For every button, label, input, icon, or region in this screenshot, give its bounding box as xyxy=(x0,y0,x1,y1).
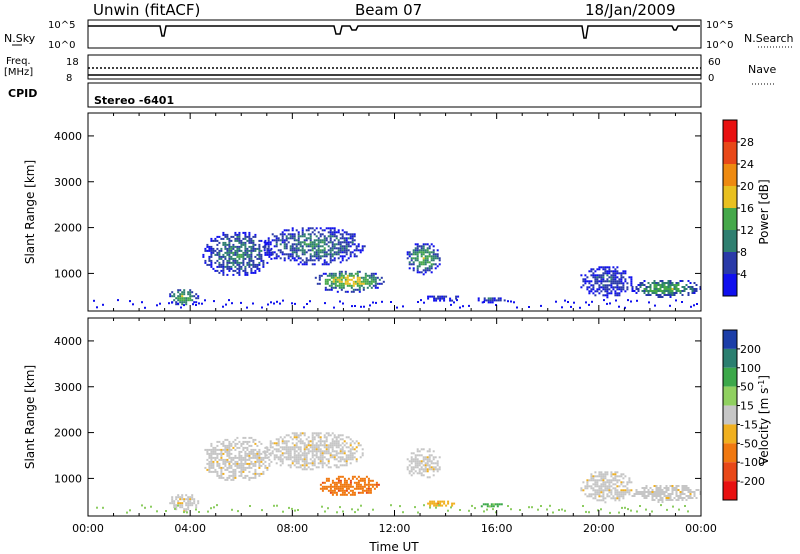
scatter-region xyxy=(580,471,633,504)
colorbar-tick: 16 xyxy=(740,202,754,215)
beam-label: Beam 07 xyxy=(355,1,422,19)
colorbar-tick: 8 xyxy=(740,246,747,259)
scatter-region xyxy=(319,475,380,496)
cpid-value: Stereo -6401 xyxy=(94,94,174,107)
colorbar-tick: 28 xyxy=(740,136,754,149)
scatter-region xyxy=(427,295,460,302)
y-tick-label: 4000 xyxy=(54,130,82,143)
colorbar-swatch xyxy=(723,481,737,500)
colorbar-tick: -15 xyxy=(740,418,758,431)
scatter-region xyxy=(480,503,503,508)
nave-tick-top: 60 xyxy=(708,57,721,68)
power-panel: 1000 2000 3000 4000 Slant Range [km] xyxy=(23,112,702,312)
time-axis-label: Time UT xyxy=(368,540,419,554)
velocity-panel: 1000 2000 3000 4000 00:00 04:00 08:00 12:00 16:… xyxy=(23,317,717,554)
colorbar-tick: 24 xyxy=(740,158,754,171)
power-ylabel: Slant Range [km] xyxy=(23,160,37,264)
x-tick-label: 04:00 xyxy=(174,522,206,535)
nsky-label: N.Sky xyxy=(4,32,36,45)
colorbar-swatch xyxy=(723,330,737,349)
nave-label: Nave xyxy=(748,63,776,76)
colorbar-swatch xyxy=(723,443,737,463)
colorbar-tick: -200 xyxy=(740,475,765,488)
x-tick-label: 12:00 xyxy=(379,522,411,535)
colorbar-tick: 50 xyxy=(740,381,754,394)
colorbar-swatch xyxy=(723,348,737,368)
colorbar-swatch xyxy=(723,208,737,230)
velocity-colorbar-label: Velocity [m s-1] xyxy=(757,375,771,465)
x-tick-label: 20:00 xyxy=(583,522,615,535)
x-tick-label: 08:00 xyxy=(276,522,308,535)
colorbar-tick: 100 xyxy=(740,362,761,375)
x-tick-label: 00:00 xyxy=(72,522,104,535)
colorbar-tick: 4 xyxy=(740,268,747,281)
y-tick-label: 1000 xyxy=(54,472,82,485)
nsky-panel: N.Sky 10^5 10^0 10^5 10^0 N.Search xyxy=(4,19,794,51)
freq-tick-bottom: 8 xyxy=(66,73,72,84)
colorbar-swatch xyxy=(723,142,737,164)
colorbar-tick: 200 xyxy=(740,343,761,356)
colorbar-swatch xyxy=(723,186,737,208)
colorbar-swatch xyxy=(723,164,737,186)
y-tick-label: 4000 xyxy=(54,335,82,348)
scatter-region xyxy=(406,448,441,479)
y-tick-label: 1000 xyxy=(54,267,82,280)
x-tick-label: 00:00 xyxy=(685,522,717,535)
colorbar-swatch xyxy=(723,120,737,142)
scatter-region xyxy=(580,266,633,299)
nsearch-tick-top: 10^5 xyxy=(706,20,733,31)
colorbar-swatch xyxy=(723,462,737,482)
freq-panel: Freq. [MHz] 18 8 60 0 Nave xyxy=(4,54,776,85)
scatter-region xyxy=(406,243,441,276)
scatter-region xyxy=(204,436,273,481)
scatter-region xyxy=(314,270,385,293)
scatter-region xyxy=(427,500,456,507)
scatter-region xyxy=(263,432,364,471)
scatter-region xyxy=(263,227,366,266)
nsky-tick-bottom: 10^0 xyxy=(48,40,75,51)
colorbar-swatch xyxy=(723,367,737,387)
colorbar-swatch xyxy=(723,386,737,406)
nsky-trace xyxy=(88,25,700,39)
freq-tick-top: 18 xyxy=(66,57,79,68)
colorbar-swatch xyxy=(723,405,737,425)
nsearch-tick-bottom: 10^0 xyxy=(706,40,733,51)
cpid-label: CPID xyxy=(8,87,37,100)
colorbar-tick: 20 xyxy=(740,180,754,193)
colorbar-swatch xyxy=(723,230,737,252)
y-tick-label: 3000 xyxy=(54,176,82,189)
colorbar-swatch xyxy=(723,424,737,444)
colorbar-swatch xyxy=(723,274,737,296)
ground-scatter xyxy=(96,504,689,514)
scatter-region xyxy=(169,494,200,513)
ground-scatter xyxy=(93,299,698,309)
colorbar-tick: -50 xyxy=(740,437,758,450)
nsearch-label: N.Search xyxy=(744,32,794,45)
nsky-tick-top: 10^5 xyxy=(48,20,75,31)
power-colorbar-label: Power [dB] xyxy=(757,179,771,244)
y-tick-label: 2000 xyxy=(54,427,82,440)
freq-unit: [MHz] xyxy=(4,67,33,78)
scatter-region xyxy=(477,297,506,304)
y-tick-label: 3000 xyxy=(54,381,82,394)
colorbar-tick: 15 xyxy=(740,400,754,413)
date-label: 18/Jan/2009 xyxy=(585,1,676,19)
cpid-panel: CPID Stereo -6401 xyxy=(8,82,702,108)
colorbar-tick: 12 xyxy=(740,224,754,237)
colorbar-tick: -100 xyxy=(740,456,765,469)
velocity-ylabel: Slant Range [km] xyxy=(23,365,37,469)
colorbar-swatch xyxy=(723,252,737,274)
x-tick-label: 16:00 xyxy=(481,522,513,535)
y-tick-label: 2000 xyxy=(54,222,82,235)
velocity-colorbar: 200 100 50 15 -15 -50 -100 -200 xyxy=(722,329,765,501)
power-colorbar: 4 8 12 16 20 24 28 xyxy=(722,119,754,297)
station-title: Unwin (fitACF) xyxy=(93,1,200,19)
scatter-region xyxy=(631,280,702,298)
freq-label: Freq. xyxy=(6,56,31,67)
nave-tick-bottom: 0 xyxy=(708,73,714,84)
